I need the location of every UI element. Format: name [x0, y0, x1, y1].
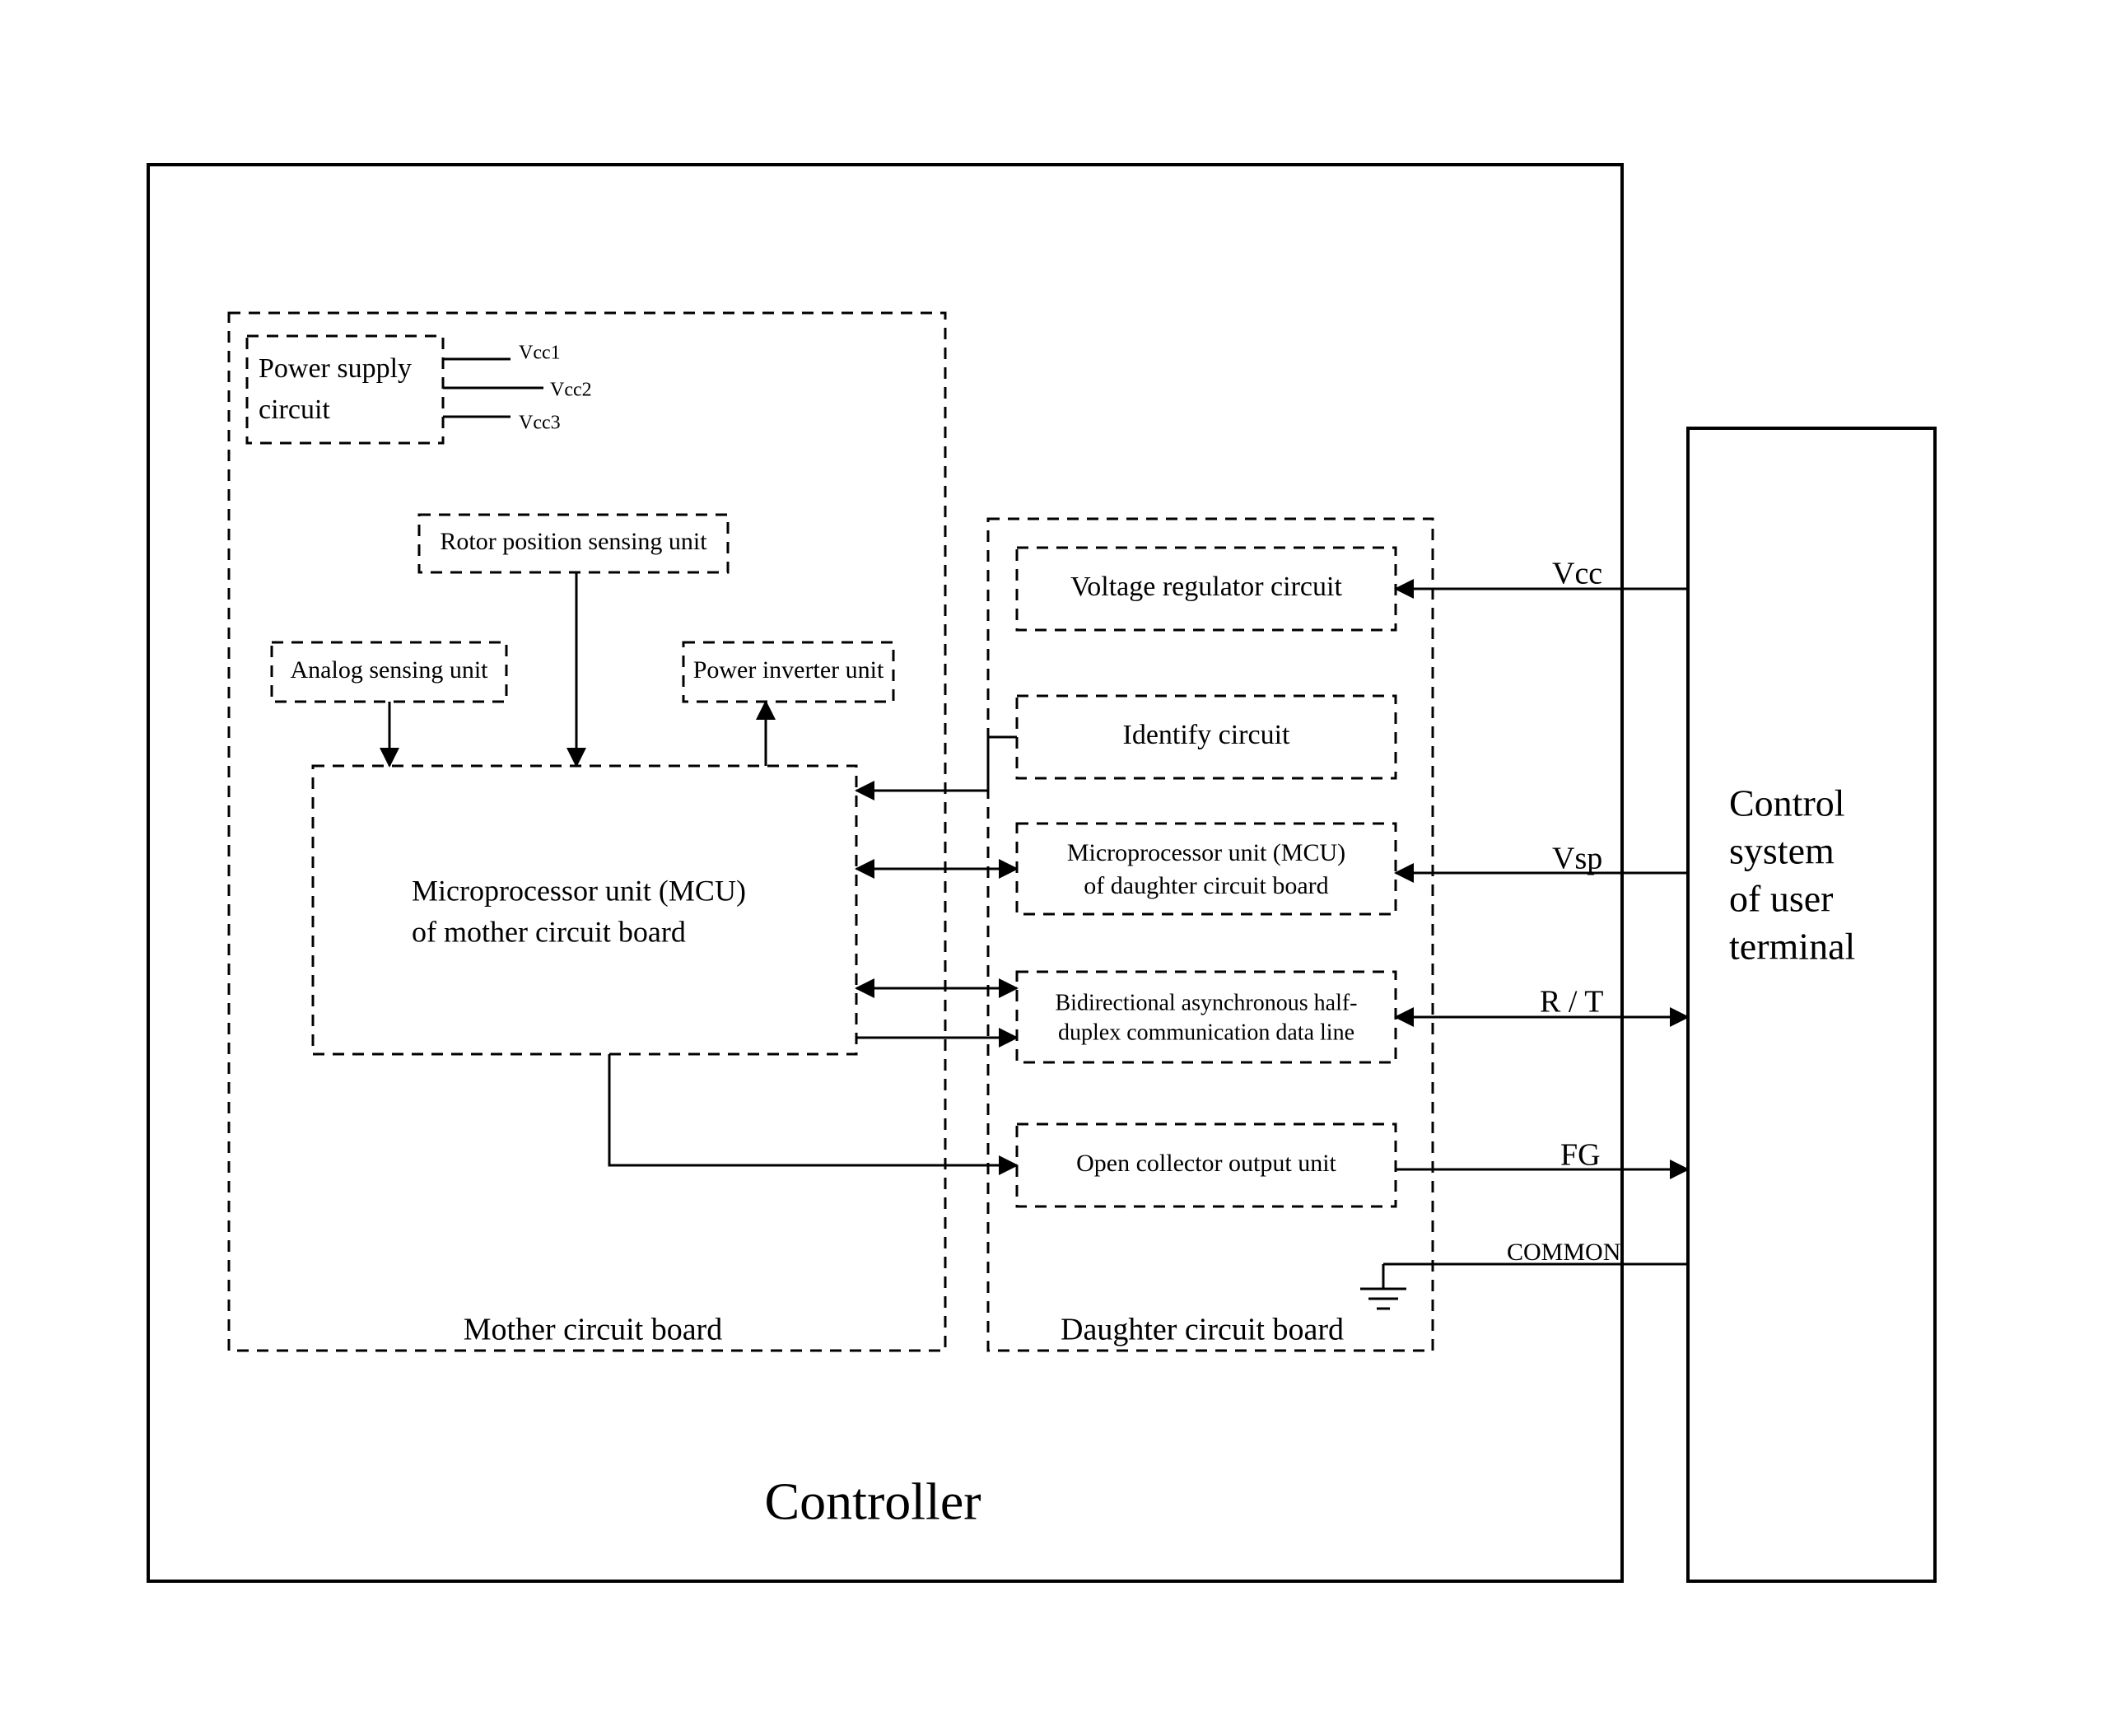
bidir-label-1: Bidirectional asynchronous half- — [1055, 990, 1357, 1015]
user-terminal-label-3: terminal — [1729, 926, 1855, 968]
volt_reg-label: Voltage regulator circuit — [1070, 572, 1342, 602]
vcc3-label: Vcc3 — [519, 413, 561, 434]
bidir_comm-box — [1017, 972, 1396, 1062]
signal-label-vcc: Vcc — [1552, 557, 1602, 591]
mcu_daughter-box — [1017, 824, 1396, 914]
analog_sensing-label: Analog sensing unit — [291, 656, 489, 684]
user-terminal-label-2: of user — [1729, 878, 1833, 920]
signal-label-fg: FG — [1560, 1138, 1601, 1173]
identify-label: Identify circuit — [1123, 720, 1291, 750]
mother_board-box — [229, 313, 945, 1351]
user-terminal-label-0: Control — [1729, 782, 1845, 824]
power-supply-label-1: Power supply — [259, 353, 412, 384]
mcu_mother-box — [313, 766, 856, 1054]
mcu-daughter-label-1: Microprocessor unit (MCU) — [1067, 839, 1345, 866]
power_inverter-label: Power inverter unit — [693, 656, 884, 684]
signal-label-rt: R / T — [1540, 985, 1603, 1020]
user_terminal-box — [1688, 428, 1935, 1581]
controller-label: Controller — [764, 1472, 981, 1531]
mcu-to-opencoll — [609, 1054, 1017, 1165]
vcc2-label: Vcc2 — [550, 380, 592, 401]
mcu-mother-label-2: of mother circuit board — [412, 915, 686, 948]
power-supply-label-2: circuit — [259, 394, 330, 425]
mother-board-label: Mother circuit board — [464, 1313, 722, 1347]
mcu-daughter-label-2: of daughter circuit board — [1084, 872, 1328, 899]
mcu-mother-label-1: Microprocessor unit (MCU) — [412, 874, 746, 907]
rotor_sensing-label: Rotor position sensing unit — [440, 528, 707, 555]
signal-label-common: COMMON — [1507, 1239, 1620, 1266]
power_supply-box — [247, 336, 443, 443]
identify-to-mcu — [856, 737, 1017, 791]
signal-label-vsp: Vsp — [1552, 842, 1602, 876]
vcc1-label: Vcc1 — [519, 343, 561, 364]
bidir-label-2: duplex communication data line — [1058, 1020, 1354, 1045]
user-terminal-label-1: system — [1729, 830, 1835, 872]
open_collector-label: Open collector output unit — [1076, 1150, 1336, 1177]
daughter_board-box — [988, 519, 1433, 1351]
daughter-board-label: Daughter circuit board — [1061, 1313, 1344, 1347]
